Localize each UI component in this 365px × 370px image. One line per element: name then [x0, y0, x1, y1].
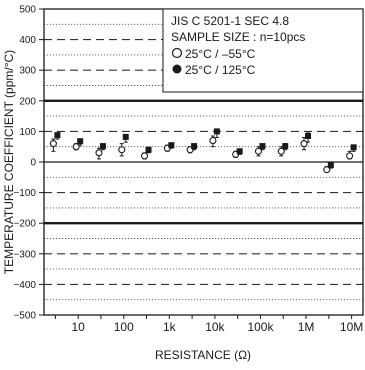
x-tick-labels: 10 100 1k 10k 100k 1M 10M [54, 315, 363, 334]
data-marks [49, 128, 357, 174]
legend-filled-circle-icon [172, 64, 182, 74]
x-tick-label: 100k [247, 320, 274, 334]
legend: JIS C 5201-1 SEC 4.8 SAMPLE SIZE : n=10p… [162, 8, 364, 93]
y-axis-title: TEMPERATURE COEFFICIENT (ppm/°C) [2, 50, 16, 274]
data-point-filled-square [282, 143, 289, 150]
data-point-open-circle [118, 146, 126, 154]
data-point-filled-square [54, 132, 61, 139]
y-tick-label: −500 [13, 311, 36, 322]
x-tick-label: 100 [114, 320, 134, 334]
x-tick-label: 1M [298, 320, 315, 334]
y-tick-labels: 500 400 300 200 100 0 −100 −200 −300 −400 −500 [13, 5, 44, 322]
data-point-open-circle [72, 143, 80, 151]
data-point-open-circle [277, 147, 285, 155]
legend-standard: JIS C 5201-1 SEC 4.8 [171, 14, 289, 28]
legend-sample-size: SAMPLE SIZE : n=10pcs [171, 30, 305, 44]
y-tick-label: 0 [30, 158, 36, 169]
data-point-filled-square [327, 162, 334, 169]
data-point-open-circle [300, 140, 308, 148]
x-tick-label: 10k [205, 320, 225, 334]
data-point-filled-square [191, 143, 198, 150]
y-tick-label: −100 [13, 188, 36, 199]
legend-series-hot: 25°C / 125°C [185, 63, 256, 77]
y-tick-label: −400 [13, 280, 36, 291]
data-point-filled-square [145, 146, 152, 153]
y-tick-label: 300 [19, 66, 36, 77]
data-point-open-circle [323, 166, 331, 174]
data-point-open-circle [254, 147, 263, 155]
y-tick-label: −200 [13, 219, 36, 230]
data-point-filled-square [305, 132, 312, 139]
legend-open-circle-icon [171, 47, 183, 59]
y-tick-label: −300 [13, 249, 36, 260]
data-point-open-circle [346, 152, 354, 160]
data-point-filled-square [259, 143, 266, 150]
data-point-filled-square [350, 144, 357, 151]
y-tick-label: 200 [19, 96, 36, 107]
data-point-open-circle [140, 152, 149, 160]
legend-series-cold: 25°C / –55°C [185, 47, 256, 61]
legend-box [162, 8, 364, 93]
x-tick-label: 1k [163, 320, 177, 334]
data-point-open-circle [95, 149, 103, 157]
data-point-filled-square [236, 148, 243, 155]
y-tick-label: 500 [19, 5, 36, 16]
x-tick-label: 10 [71, 320, 85, 334]
data-point-filled-square [122, 133, 129, 140]
y-tick-label: 100 [19, 127, 36, 138]
data-point-open-circle [209, 137, 217, 145]
data-point-filled-square [168, 142, 175, 149]
x-axis-title: RESISTANCE (Ω) [155, 348, 251, 362]
x-tick-label: 10M [340, 320, 363, 334]
y-tick-label: 400 [19, 35, 36, 46]
data-point-filled-square [77, 138, 84, 145]
data-point-filled-square [213, 128, 220, 135]
data-point-filled-square [99, 143, 106, 150]
data-point-open-circle [49, 140, 57, 148]
